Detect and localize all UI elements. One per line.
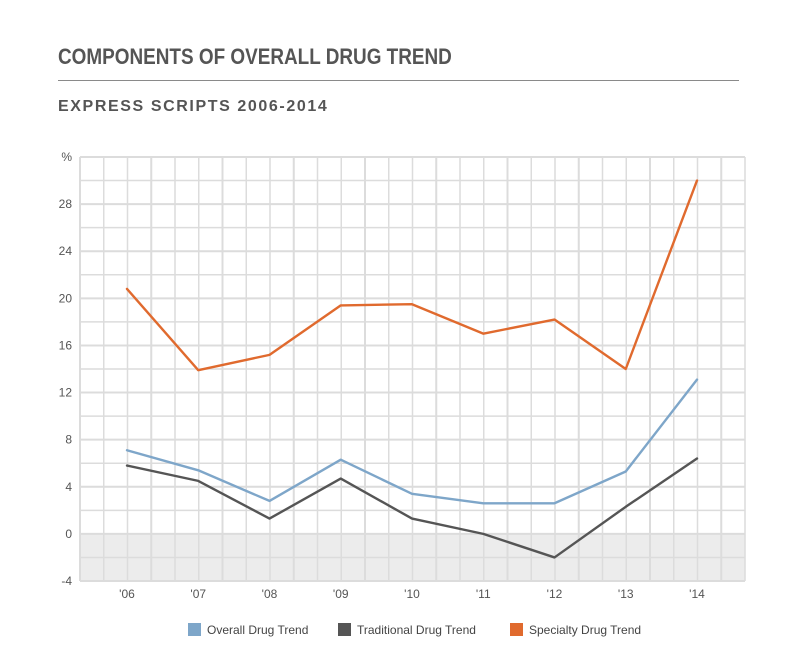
y-tick-label: 20 — [59, 291, 73, 305]
y-tick-label: 0 — [65, 527, 72, 541]
x-tick-label: '07 — [190, 587, 206, 601]
legend-item: Overall Drug Trend — [188, 623, 308, 637]
chart-subtitle: EXPRESS SCRIPTS 2006-2014 — [58, 98, 329, 115]
x-tick-label: '13 — [618, 587, 634, 601]
grid-layer — [79, 156, 746, 582]
axis-layer: -4 0 4 8 12 16 20 24 28% '06 '07 '08 '09 '10 '11 '12 '13… — [59, 150, 706, 601]
series-line-2 — [125, 457, 699, 559]
legend-label: Traditional Drug Trend — [357, 623, 476, 637]
x-tick-label: '11 — [476, 587, 491, 601]
legend-swatch — [510, 623, 523, 636]
title-divider — [58, 80, 739, 81]
y-tick-label: 24 — [59, 244, 73, 258]
series-line-1 — [125, 378, 699, 505]
legend-label: Specialty Drug Trend — [529, 623, 641, 637]
x-tick-label: '09 — [333, 587, 349, 601]
y-tick-label: 4 — [65, 480, 72, 494]
y-tick-label: 28 — [59, 197, 73, 211]
y-tick-label: 8 — [65, 433, 72, 447]
x-tick-label: '12 — [547, 587, 563, 601]
series-line-3 — [125, 179, 699, 372]
chart-title: COMPONENTS OF OVERALL DRUG TREND — [58, 44, 452, 69]
x-tick-label: '08 — [262, 587, 278, 601]
legend-label: Overall Drug Trend — [207, 623, 308, 637]
legend: Overall Drug Trend Traditional Drug Trend… — [188, 623, 641, 637]
y-tick-label: -4 — [61, 574, 72, 588]
legend-item: Specialty Drug Trend — [510, 623, 641, 637]
x-tick-label: '14 — [689, 587, 705, 601]
legend-swatch — [188, 623, 201, 636]
y-tick-label: 16 — [59, 338, 73, 352]
x-tick-label: '06 — [119, 587, 135, 601]
y-tick-label: 12 — [59, 386, 73, 400]
legend-swatch — [338, 623, 351, 636]
y-unit-label: % — [61, 150, 72, 164]
legend-item: Traditional Drug Trend — [338, 623, 476, 637]
series-layer — [125, 179, 699, 559]
x-tick-label: '10 — [404, 587, 420, 601]
